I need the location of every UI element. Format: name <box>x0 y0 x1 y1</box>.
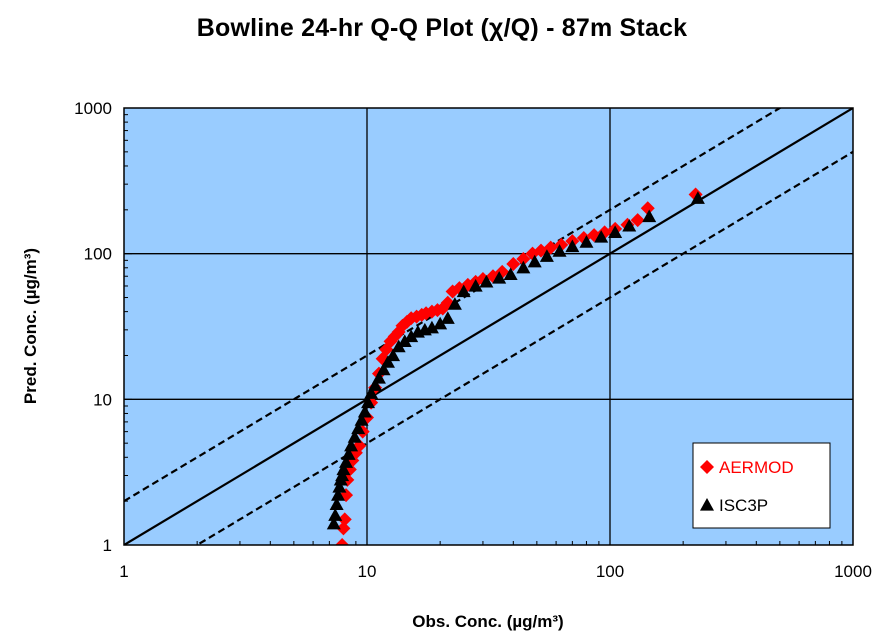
isc3p-point <box>579 235 594 248</box>
series-isc3p <box>326 191 705 530</box>
isc3p-point <box>328 508 343 521</box>
x-axis-label: Obs. Conc. (µg/m³) <box>412 612 563 631</box>
isc3p-point <box>376 362 391 376</box>
isc3p-point <box>357 404 372 418</box>
y-tick-label: 1 <box>103 536 112 555</box>
isc3p-point <box>344 438 359 452</box>
factor-of-two-line <box>195 150 853 545</box>
isc3p-point <box>433 316 448 330</box>
legend-marker-aermod <box>700 460 714 474</box>
isc3p-point <box>380 355 395 368</box>
isc3p-point <box>552 244 567 257</box>
isc3p-point <box>364 386 379 399</box>
aermod-point <box>506 256 521 271</box>
isc3p-point <box>347 430 362 443</box>
isc3p-point <box>424 320 439 334</box>
legend: AERMOD ISC3P <box>692 442 831 529</box>
isc3p-point <box>447 297 462 310</box>
isc3p-point <box>440 311 455 324</box>
one-to-one-line <box>124 108 853 545</box>
gridlines <box>124 108 853 545</box>
x-tick-label: 1000 <box>834 562 872 581</box>
isc3p-point <box>354 413 369 426</box>
isc3p-point <box>339 455 354 468</box>
isc3p-point <box>539 249 554 262</box>
y-tick-label: 100 <box>84 245 112 264</box>
aermod-point <box>630 213 645 228</box>
isc3p-point <box>492 271 507 284</box>
series-layer <box>326 187 705 545</box>
isc3p-point <box>371 371 386 384</box>
isc3p-point <box>332 480 347 493</box>
isc3p-point <box>622 218 637 232</box>
isc3p-point <box>690 191 705 204</box>
aermod-point <box>516 251 531 266</box>
isc3p-point <box>565 239 580 253</box>
tick-labels: 1 10 100 1000 1 10 100 1000 <box>74 99 872 581</box>
isc3p-point <box>386 348 401 362</box>
isc3p-point <box>326 516 341 530</box>
plot-frame <box>123 107 854 546</box>
legend-label-isc3p: ISC3P <box>719 496 768 515</box>
x-tick-label: 1 <box>119 562 128 581</box>
y-axis-label: Pred. Conc. (µg/m³) <box>21 248 40 404</box>
legend-label-aermod: AERMOD <box>719 458 794 477</box>
legend-box <box>692 442 831 529</box>
y-tick-label: 1000 <box>74 99 112 118</box>
aermod-point <box>640 201 655 216</box>
aermod-point <box>335 538 350 545</box>
isc3p-point <box>516 260 531 274</box>
isc3p-point <box>368 378 383 391</box>
isc3p-point <box>468 278 483 292</box>
isc3p-point <box>331 488 346 501</box>
isc3p-point <box>527 254 542 268</box>
isc3p-point <box>397 334 412 347</box>
isc3p-point <box>642 209 657 223</box>
isc3p-point <box>351 421 366 435</box>
x-tick-label: 100 <box>596 562 624 581</box>
chart-title: Bowline 24-hr Q-Q Plot (χ/Q) - 87m Stack <box>196 14 688 42</box>
isc3p-point <box>608 225 623 238</box>
x-tick-label: 10 <box>358 562 377 581</box>
legend-marker-isc3p <box>700 498 714 511</box>
aermod-point <box>337 512 352 527</box>
isc3p-point <box>594 230 609 243</box>
isc3p-point <box>404 329 419 343</box>
isc3p-point <box>361 395 376 409</box>
isc3p-point <box>479 274 494 288</box>
y-tick-label: 10 <box>93 390 112 409</box>
isc3p-point <box>336 462 351 476</box>
isc3p-point <box>456 284 471 298</box>
isc3p-point <box>341 447 356 460</box>
isc3p-point <box>329 497 344 510</box>
isc3p-point <box>503 267 518 281</box>
aermod-point <box>336 521 351 536</box>
